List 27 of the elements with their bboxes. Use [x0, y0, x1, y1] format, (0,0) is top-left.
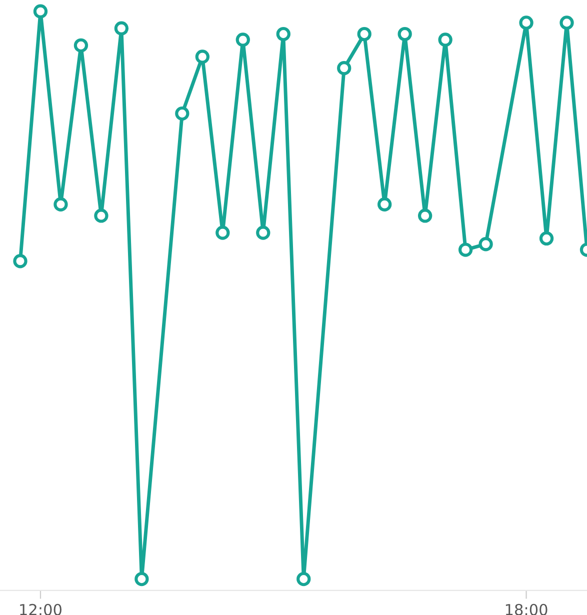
point: [236, 32, 250, 47]
point: [33, 4, 48, 18]
point: [458, 242, 473, 257]
x-tick-label: 18:00: [506, 604, 548, 615]
point: [94, 208, 108, 223]
point: [337, 61, 352, 76]
point: [175, 106, 190, 121]
point: [478, 237, 493, 252]
point: [357, 26, 372, 42]
point: [560, 16, 574, 30]
point: [134, 572, 149, 586]
point: [519, 16, 534, 30]
point: [276, 26, 290, 42]
point: [114, 21, 129, 36]
point: [195, 50, 210, 64]
point: [438, 32, 452, 47]
point: [13, 254, 28, 268]
point: [539, 231, 554, 246]
point: [418, 208, 432, 223]
point: [256, 226, 270, 240]
point: [296, 572, 311, 586]
point: [398, 26, 412, 42]
point: [216, 226, 230, 240]
point: [54, 197, 68, 212]
point: [378, 197, 392, 212]
x-tick-label: 12:00: [20, 604, 62, 615]
point: [74, 38, 88, 52]
